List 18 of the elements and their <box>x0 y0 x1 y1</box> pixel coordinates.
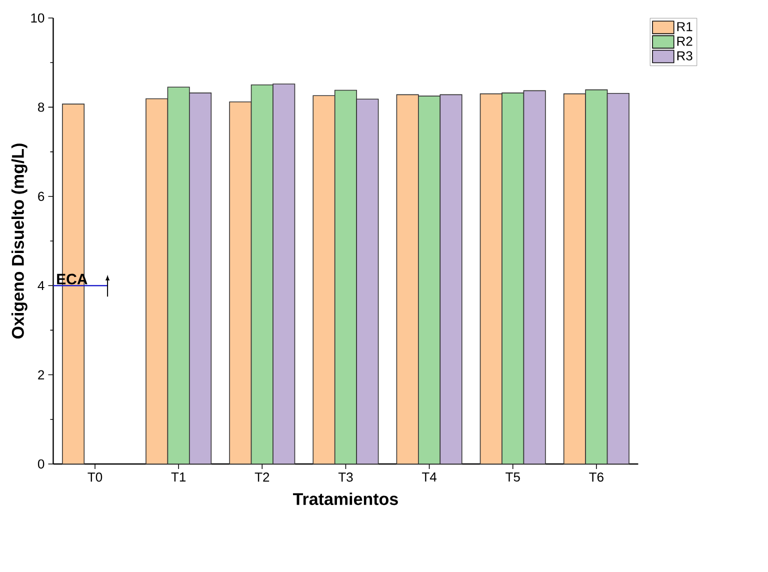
y-tick-label: 4 <box>38 281 44 290</box>
x-tick-label: T6 <box>589 472 604 482</box>
y-axis-title: Oxigeno Disuelto (mg/L) <box>11 144 28 339</box>
x-tick-label: T1 <box>171 472 186 482</box>
y-tick-label: 10 <box>31 13 44 23</box>
legend-label: R3 <box>677 51 692 60</box>
x-axis-title: Tratamientos <box>293 492 398 506</box>
legend-label: R2 <box>677 36 692 46</box>
legend-label: R1 <box>677 22 692 32</box>
y-tick-label: 2 <box>38 370 44 380</box>
x-tick-label: T3 <box>338 472 353 482</box>
y-tick-label: 0 <box>38 459 44 469</box>
y-tick-label: 6 <box>38 192 44 201</box>
x-tick-label: T5 <box>506 472 520 482</box>
y-tick-label: 8 <box>38 102 44 112</box>
x-tick-label: T0 <box>88 472 102 482</box>
x-tick-label: T2 <box>254 472 270 482</box>
x-tick-label: T4 <box>422 472 436 482</box>
